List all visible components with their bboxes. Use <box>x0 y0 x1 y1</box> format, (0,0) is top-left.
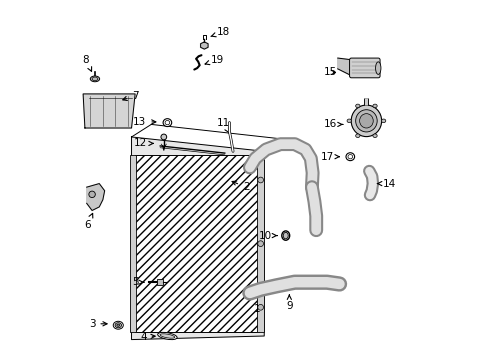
Text: 1: 1 <box>251 295 260 314</box>
Bar <box>156 279 163 285</box>
Bar <box>129 155 136 332</box>
Ellipse shape <box>355 104 359 108</box>
Text: 10: 10 <box>258 231 277 240</box>
Ellipse shape <box>89 191 95 198</box>
Text: 9: 9 <box>285 295 292 311</box>
Text: 17: 17 <box>320 152 339 162</box>
Polygon shape <box>131 137 264 339</box>
Ellipse shape <box>257 241 263 247</box>
Ellipse shape <box>117 324 120 326</box>
Ellipse shape <box>359 114 372 128</box>
Text: 2: 2 <box>232 181 249 192</box>
Ellipse shape <box>283 232 287 239</box>
Ellipse shape <box>355 134 359 138</box>
Text: 14: 14 <box>377 179 396 189</box>
Text: 8: 8 <box>82 55 91 71</box>
Polygon shape <box>86 184 104 211</box>
Polygon shape <box>337 58 351 76</box>
Polygon shape <box>83 94 135 128</box>
Ellipse shape <box>347 154 352 159</box>
Ellipse shape <box>257 177 263 183</box>
Ellipse shape <box>281 231 289 240</box>
Ellipse shape <box>372 134 376 138</box>
Text: 15: 15 <box>323 67 337 77</box>
Text: 11: 11 <box>216 118 229 133</box>
Ellipse shape <box>160 334 175 338</box>
Text: 16: 16 <box>323 120 342 129</box>
Ellipse shape <box>346 119 351 123</box>
Text: 4: 4 <box>140 332 155 342</box>
Ellipse shape <box>90 76 100 82</box>
Bar <box>257 155 264 332</box>
Text: 18: 18 <box>210 27 229 37</box>
Ellipse shape <box>381 119 385 123</box>
Text: 12: 12 <box>134 139 153 148</box>
Ellipse shape <box>163 119 171 127</box>
Text: 19: 19 <box>204 55 224 65</box>
Ellipse shape <box>165 121 169 125</box>
Ellipse shape <box>372 104 376 108</box>
Ellipse shape <box>113 321 123 329</box>
Text: 6: 6 <box>84 213 93 230</box>
Text: 7: 7 <box>122 91 138 101</box>
Bar <box>135 155 258 332</box>
Ellipse shape <box>350 105 381 136</box>
Ellipse shape <box>257 305 263 310</box>
Ellipse shape <box>161 134 166 140</box>
Text: 3: 3 <box>89 319 107 329</box>
Ellipse shape <box>375 62 380 75</box>
Ellipse shape <box>355 110 376 132</box>
Ellipse shape <box>92 77 98 81</box>
FancyBboxPatch shape <box>349 58 379 78</box>
Ellipse shape <box>157 332 177 339</box>
Polygon shape <box>200 42 207 49</box>
Text: 13: 13 <box>133 117 156 127</box>
Ellipse shape <box>115 323 121 328</box>
Text: 5: 5 <box>132 277 143 287</box>
Ellipse shape <box>346 153 354 161</box>
